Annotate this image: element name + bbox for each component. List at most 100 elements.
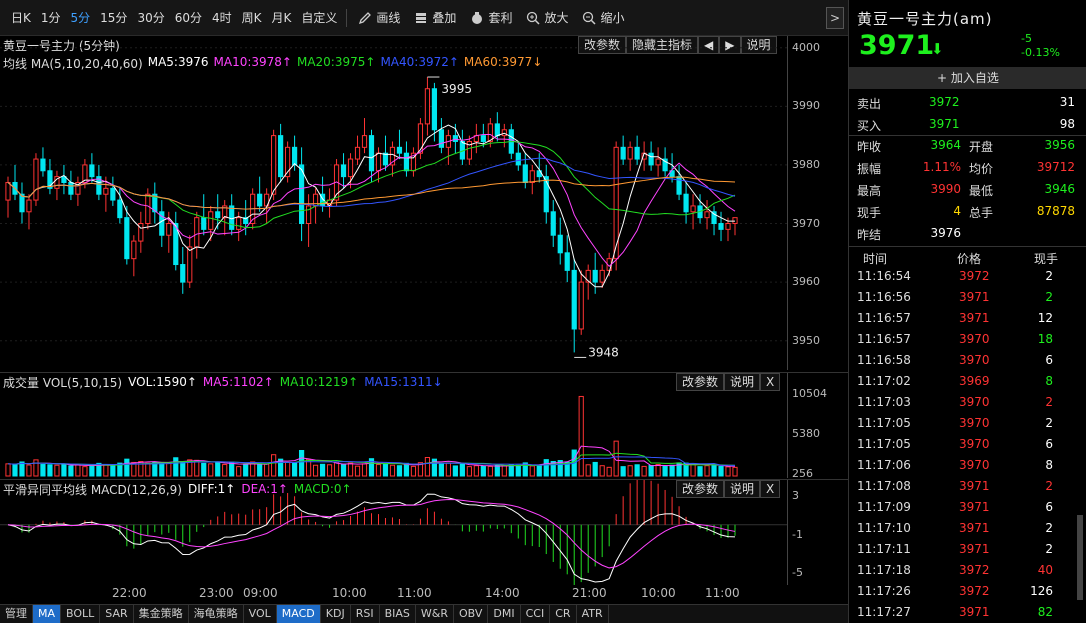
plus-icon: + bbox=[937, 71, 951, 85]
tool-button-bag[interactable]: 套利 bbox=[463, 0, 519, 36]
volume-bar bbox=[585, 464, 591, 477]
candlestick-pane[interactable]: 黄豆一号主力 (5分钟) 改参数 隐藏主指标 ◀ ▶ 说明 均线 MA(5,10,20,… bbox=[0, 36, 848, 370]
legend-item: MACD:0↑ bbox=[293, 482, 352, 496]
expand-panel-button[interactable]: > bbox=[826, 7, 844, 29]
period-tab[interactable]: 30分 bbox=[137, 10, 165, 25]
stat-label: 昨结 bbox=[857, 228, 882, 242]
volume-bar bbox=[445, 462, 451, 477]
macd-legend: 平滑异同平均线 MACD(12,26,9) DIFF:1↑ DEA:1↑ MACD:0… bbox=[0, 481, 352, 498]
volume-bar bbox=[187, 459, 193, 477]
legend-item: 成交量 VOL(5,10,15) bbox=[3, 375, 123, 390]
tool-label: 放大 bbox=[544, 11, 569, 25]
tool-button-zoom-out[interactable]: 缩小 bbox=[575, 0, 631, 36]
ma-line-ma5 bbox=[7, 124, 735, 288]
indicator-tab[interactable]: 海龟策略 bbox=[189, 605, 244, 623]
trade-list-scrollbar[interactable] bbox=[1077, 515, 1083, 600]
add-watchlist-button[interactable]: + 加入自选 bbox=[849, 67, 1086, 89]
stat-label: 开盘 bbox=[969, 140, 994, 154]
legend-item: MA20:3975↑ bbox=[296, 55, 376, 69]
period-tab[interactable]: 1分 bbox=[40, 10, 61, 25]
candle bbox=[243, 200, 249, 236]
chart-button[interactable]: 说明 bbox=[724, 373, 761, 391]
chart-button[interactable]: 改参数 bbox=[578, 36, 627, 54]
volume-pane[interactable]: 成交量 VOL(5,10,15) VOL:1590↑ MA5:1102↑ MA10:1… bbox=[0, 372, 848, 480]
time-tick-label: 23:00 bbox=[199, 586, 234, 600]
volume-tick-label: 256 bbox=[792, 467, 813, 480]
indicator-tab[interactable]: MA bbox=[33, 605, 62, 623]
zoom-out-icon bbox=[583, 11, 596, 25]
chart-button[interactable]: ◀ bbox=[698, 36, 720, 54]
legend-item: 平滑异同平均线 MACD(12,26,9) bbox=[3, 482, 182, 497]
indicator-tab[interactable]: ATR bbox=[577, 605, 609, 623]
macd-chart[interactable] bbox=[0, 480, 787, 585]
candlestick-chart[interactable]: 3995 3948 bbox=[0, 36, 787, 370]
candle bbox=[571, 258, 577, 353]
trade-row: 11:17:10 3971 2 bbox=[849, 518, 1079, 539]
volume-bar bbox=[417, 462, 424, 477]
volume-bar bbox=[340, 463, 347, 477]
volume-bar bbox=[89, 465, 95, 477]
chart-button[interactable]: 改参数 bbox=[676, 480, 725, 498]
volume-bar bbox=[494, 464, 500, 477]
chart-button[interactable]: 隐藏主指标 bbox=[626, 36, 699, 54]
volume-bar bbox=[173, 457, 179, 477]
candle bbox=[187, 235, 193, 288]
period-tab[interactable]: 月K bbox=[271, 10, 292, 25]
period-tab[interactable]: 日K bbox=[11, 10, 31, 25]
candle bbox=[145, 188, 151, 230]
sell-volume: 31 bbox=[1059, 95, 1075, 109]
period-tab[interactable]: 15分 bbox=[100, 10, 128, 25]
period-tab[interactable]: 5分 bbox=[70, 10, 91, 25]
indicator-tab[interactable]: BOLL bbox=[61, 605, 101, 623]
tool-button-layers[interactable]: 叠加 bbox=[407, 0, 463, 36]
indicator-tab[interactable]: OBV bbox=[454, 605, 489, 623]
tool-button-zoom-in[interactable]: 放大 bbox=[519, 0, 575, 36]
indicator-tab[interactable]: KDJ bbox=[321, 605, 351, 623]
volume-bar bbox=[68, 465, 74, 477]
trade-time: 11:16:56 bbox=[857, 290, 911, 304]
candle bbox=[117, 188, 123, 224]
volume-bar bbox=[229, 461, 235, 477]
indicator-tab[interactable]: 管理 bbox=[0, 605, 33, 623]
indicator-tab[interactable]: MACD bbox=[276, 605, 321, 623]
volume-bar bbox=[319, 463, 326, 477]
period-tab[interactable]: 60分 bbox=[174, 10, 202, 25]
chart-button[interactable]: 改参数 bbox=[676, 373, 725, 391]
chart-button[interactable]: 说明 bbox=[740, 36, 777, 54]
period-tab[interactable]: 自定义 bbox=[301, 10, 338, 25]
trade-row: 11:16:57 3971 12 bbox=[849, 308, 1079, 329]
chart-button[interactable]: X bbox=[760, 480, 781, 498]
period-tab[interactable]: 周K bbox=[241, 10, 262, 25]
candle bbox=[173, 211, 179, 271]
candle bbox=[368, 129, 375, 183]
trade-time: 11:17:05 bbox=[857, 416, 911, 430]
trade-row: 11:16:57 3970 18 bbox=[849, 329, 1079, 350]
volume-bar bbox=[718, 465, 724, 477]
tool-button-pencil[interactable]: 画线 bbox=[351, 0, 407, 36]
indicator-tab[interactable]: W&R bbox=[416, 605, 454, 623]
indicator-tab[interactable]: RSI bbox=[351, 605, 380, 623]
volume-bar bbox=[438, 463, 445, 477]
indicator-tab[interactable]: 集金策略 bbox=[134, 605, 189, 623]
ma-legend: 均线 MA(5,10,20,40,60) MA5:3976 MA10:3978↑ MA… bbox=[3, 55, 542, 72]
trade-price: 3971 bbox=[959, 500, 990, 514]
volume-bar bbox=[480, 465, 486, 477]
chart-button[interactable]: 说明 bbox=[724, 480, 761, 498]
indicator-tab[interactable]: CCI bbox=[521, 605, 551, 623]
chart-button[interactable]: X bbox=[760, 373, 781, 391]
indicator-tab[interactable]: DMI bbox=[488, 605, 521, 623]
legend-item: MA10:1219↑ bbox=[279, 375, 359, 389]
indicator-tab[interactable]: SAR bbox=[100, 605, 134, 623]
period-tab[interactable]: 4时 bbox=[212, 10, 232, 25]
tool-buttons: 画线 叠加 套利 放大 缩小 bbox=[351, 0, 631, 36]
trade-volume: 2 bbox=[1045, 416, 1053, 430]
macd-pane[interactable]: 平滑异同平均线 MACD(12,26,9) DIFF:1↑ DEA:1↑ MACD:0… bbox=[0, 479, 848, 585]
volume-bar bbox=[131, 461, 137, 477]
indicator-tab[interactable]: VOL bbox=[244, 605, 277, 623]
indicator-tab[interactable]: CR bbox=[550, 605, 577, 623]
trade-time: 11:17:11 bbox=[857, 542, 911, 556]
volume-chart[interactable] bbox=[0, 373, 787, 478]
volume-bar bbox=[347, 462, 354, 477]
chart-button[interactable]: ▶ bbox=[719, 36, 741, 54]
indicator-tab[interactable]: BIAS bbox=[380, 605, 416, 623]
